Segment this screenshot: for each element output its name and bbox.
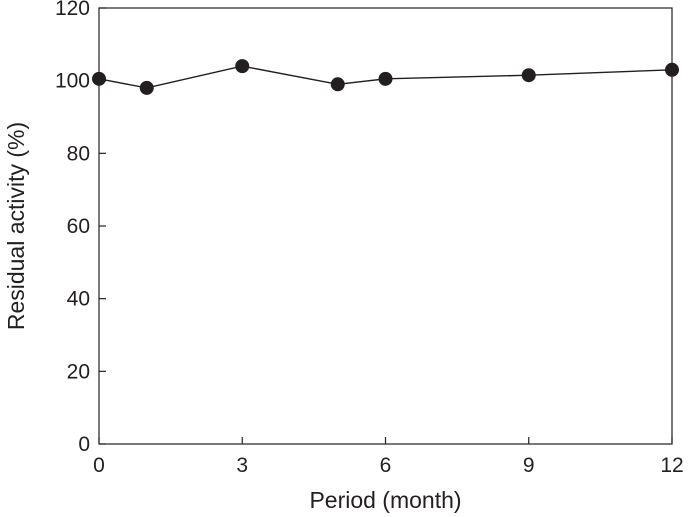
data-point [235,59,250,74]
x-tick-label: 0 [93,454,105,477]
x-tick-label: 9 [523,454,535,477]
x-axis-title: Period (month) [309,487,461,513]
data-point [139,80,154,95]
x-tick-label: 12 [660,454,683,477]
y-tick-label: 20 [67,360,90,383]
data-point [330,77,345,92]
data-point [665,62,679,77]
y-tick-label: 100 [55,70,90,93]
y-tick-label: 80 [67,142,90,165]
y-tick-label: 60 [67,215,90,238]
x-tick-label: 3 [236,454,248,477]
data-point [378,71,393,86]
y-tick-label: 40 [67,288,90,311]
y-axis-title: Residual activity (%) [3,122,29,330]
x-tick-label: 6 [380,454,392,477]
y-tick-label: 120 [55,0,90,20]
y-axis: 0 20 40 60 80 100 120 [55,0,106,456]
series-layer [92,59,679,95]
data-point [92,71,106,86]
data-point [521,68,536,83]
y-tick-label: 0 [78,433,90,456]
x-axis: 0 3 6 9 12 [93,437,684,477]
